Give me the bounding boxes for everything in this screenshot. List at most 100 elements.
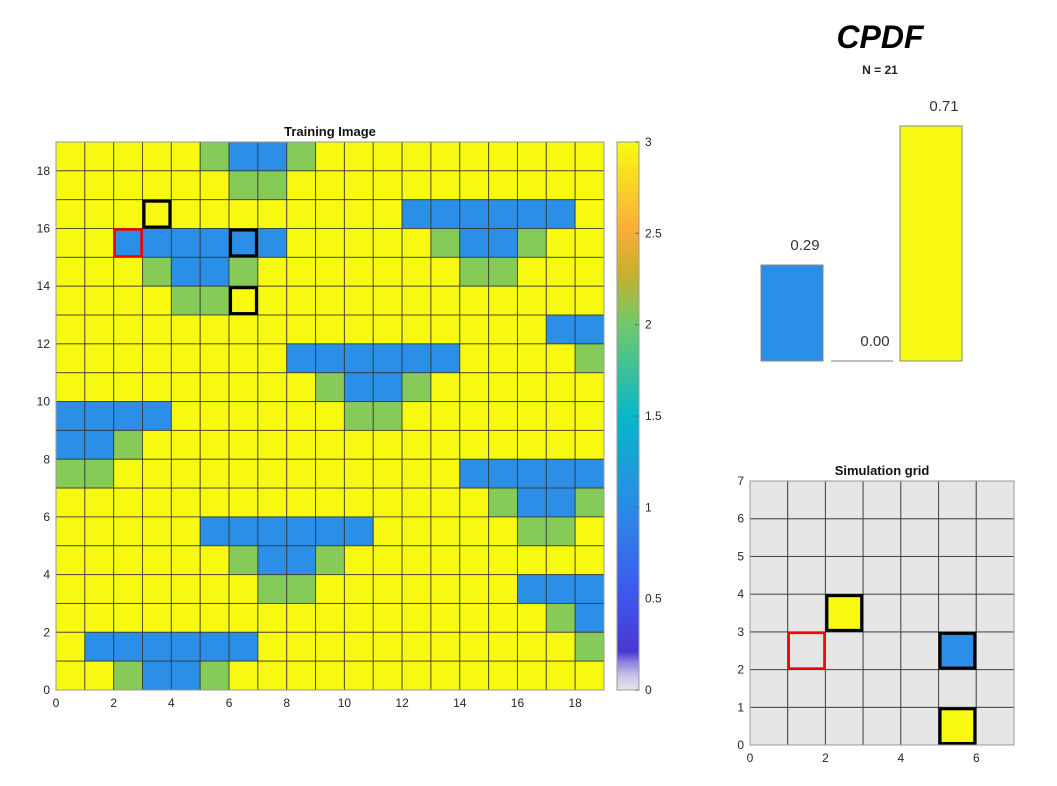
colorbar-tick-label: 1 — [645, 500, 652, 514]
cell — [545, 401, 576, 431]
cell — [516, 458, 547, 489]
cell — [55, 516, 86, 547]
cpdf-bar-chart: 0.29 0.00 0.71 — [760, 98, 963, 362]
x-tick-label: 12 — [395, 696, 409, 710]
cell — [315, 256, 345, 287]
cell — [372, 170, 403, 201]
cell — [257, 429, 288, 460]
cell — [228, 372, 259, 403]
cell — [228, 458, 259, 489]
cell — [900, 518, 940, 557]
cell — [142, 228, 172, 258]
cell — [401, 401, 432, 431]
y-tick-label: 12 — [37, 337, 51, 351]
x-tick-label: 4 — [898, 751, 905, 765]
cell — [228, 228, 259, 258]
cell — [142, 141, 172, 172]
cell — [459, 487, 490, 518]
cell — [113, 487, 144, 518]
cell — [401, 631, 432, 662]
cell — [372, 256, 403, 287]
cell — [488, 660, 518, 691]
cell — [401, 516, 432, 547]
cell — [372, 602, 403, 633]
cell — [286, 170, 317, 201]
cell — [401, 141, 432, 172]
cell — [749, 480, 789, 520]
cell — [55, 602, 86, 633]
cell — [315, 660, 345, 691]
cell — [199, 631, 230, 662]
cell — [113, 516, 144, 547]
cell — [488, 228, 518, 258]
cell — [199, 256, 230, 287]
cell — [286, 429, 317, 460]
cell — [516, 429, 547, 460]
cell — [84, 343, 115, 374]
cell — [401, 170, 432, 201]
cell — [749, 518, 789, 557]
cell — [257, 545, 288, 576]
cell — [315, 141, 345, 172]
cell — [55, 228, 86, 258]
cell — [228, 170, 259, 201]
cell — [459, 199, 490, 230]
cell — [574, 256, 605, 287]
y-tick-label: 2 — [43, 625, 50, 639]
cell — [372, 458, 403, 489]
cell — [142, 487, 172, 518]
x-tick-label: 2 — [110, 696, 117, 710]
x-tick-label: 8 — [283, 696, 290, 710]
y-tick-label: 3 — [737, 625, 744, 639]
cell — [372, 631, 403, 662]
cell — [488, 545, 518, 576]
cell — [228, 631, 259, 662]
cell — [488, 602, 518, 633]
cell — [430, 429, 461, 460]
cell — [286, 574, 317, 604]
cell — [574, 314, 605, 345]
cell — [545, 631, 576, 662]
cell — [574, 343, 605, 374]
cell — [170, 285, 201, 316]
cell — [170, 602, 201, 633]
cell — [142, 170, 172, 201]
cell — [199, 429, 230, 460]
cell — [257, 256, 288, 287]
cell — [401, 314, 432, 345]
cell — [343, 170, 374, 201]
cell — [516, 487, 547, 518]
cell — [545, 660, 576, 691]
x-tick-label: 14 — [453, 696, 467, 710]
cell — [401, 343, 432, 374]
cell — [257, 314, 288, 345]
cell — [343, 141, 374, 172]
cell — [170, 256, 201, 287]
cell — [430, 199, 461, 230]
cell — [315, 199, 345, 230]
cell — [975, 518, 1015, 557]
cell — [459, 401, 490, 431]
cell — [516, 516, 547, 547]
cell — [824, 669, 864, 708]
cell — [938, 518, 977, 557]
neighbor-marker — [142, 199, 172, 229]
cell — [199, 228, 230, 258]
cell — [84, 256, 115, 287]
cell — [401, 256, 432, 287]
cell — [516, 343, 547, 374]
cell — [574, 401, 605, 431]
cell — [401, 545, 432, 576]
cell — [343, 343, 374, 374]
cell — [574, 602, 605, 633]
target-marker — [113, 228, 143, 258]
y-tick-label: 0 — [43, 683, 50, 697]
colorbar-tick-label: 3 — [645, 135, 652, 149]
cell — [545, 228, 576, 258]
cell — [430, 458, 461, 489]
cell — [228, 401, 259, 431]
cell — [545, 314, 576, 345]
cell — [315, 429, 345, 460]
cell — [199, 516, 230, 547]
